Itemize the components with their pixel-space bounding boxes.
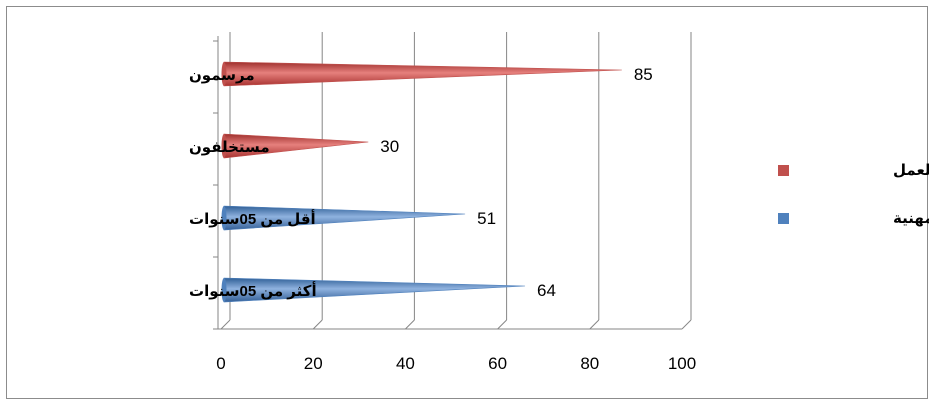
data-label: 64 — [537, 281, 556, 300]
y-category-label: مستخلفون — [189, 139, 270, 156]
x-tick-label: 60 — [488, 354, 507, 373]
data-label: 30 — [380, 137, 399, 156]
y-category-label: مرسمون — [189, 67, 255, 84]
gridline-floor — [405, 319, 415, 330]
legend-entry: علاقة العمل — [893, 162, 929, 179]
x-tick-label: 40 — [396, 354, 415, 373]
legend-swatch — [778, 213, 789, 224]
data-label: 51 — [477, 209, 496, 228]
y-category-label: أكثر من 05سنوات — [189, 281, 317, 300]
cone-base — [221, 206, 227, 230]
chart-labels: 0 20 40 60 80 100 مرسمون 85 مستخلفون 30 أقل من 05س… — [189, 65, 696, 373]
y-category-label: أقل من 05سنوات — [189, 209, 316, 228]
data-label: 85 — [634, 65, 653, 84]
gridline-floor — [681, 319, 692, 330]
chart-frame: 0 20 40 60 80 100 مرسمون 85 مستخلفون 30 أقل من 05س… — [6, 6, 929, 399]
x-tick-label: 0 — [216, 354, 225, 373]
x-tick-label: 20 — [304, 354, 323, 373]
gridline-floor — [497, 319, 507, 330]
gridline-floor — [220, 319, 231, 330]
cone-base — [221, 134, 227, 158]
legend-entry: الخبرة المهنية — [893, 210, 929, 227]
cone-bar-chart: 0 20 40 60 80 100 مرسمون 85 مستخلفون 30 أقل من 05س… — [189, 32, 929, 373]
cone-base — [221, 62, 227, 86]
chart-bars — [221, 61, 622, 303]
x-tick-label: 100 — [668, 354, 696, 373]
x-tick-label: 80 — [580, 354, 599, 373]
legend: علاقة العمل الخبرة المهنية — [778, 162, 929, 227]
gridline-floor — [589, 319, 600, 330]
gridline-floor — [312, 319, 323, 330]
cone-base — [221, 278, 227, 302]
legend-swatch — [778, 165, 789, 176]
cone-bar — [223, 61, 622, 87]
